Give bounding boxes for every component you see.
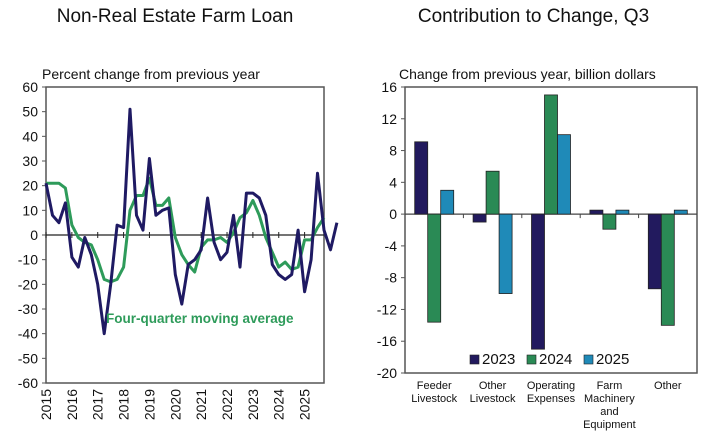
- bar-2025: [673, 209, 688, 215]
- bar-2023: [472, 213, 487, 223]
- y-tick-label: 40: [22, 128, 38, 144]
- y-tick-label: -20: [377, 365, 397, 381]
- x-tick-label: 2016: [64, 389, 80, 420]
- y-tick-label: -12: [377, 301, 397, 317]
- category-label: Other: [479, 380, 507, 392]
- y-tick-label: 20: [22, 178, 38, 194]
- x-tick-label: 2025: [297, 389, 313, 420]
- left-chart-title: Non-Real Estate Farm Loan: [56, 6, 294, 27]
- x-tick-label: 2017: [90, 389, 106, 420]
- bar-2025: [615, 209, 630, 215]
- x-tick-label: 2018: [116, 389, 132, 420]
- plot-frame: [404, 86, 698, 374]
- right-chart-subtitle: Change from previous year, billion dolla…: [399, 66, 656, 82]
- y-tick-label: 0: [30, 227, 38, 243]
- category-label: Livestock: [470, 393, 516, 405]
- y-tick-label: 8: [389, 143, 397, 159]
- y-tick-label: 12: [381, 111, 397, 127]
- y-tick-label: -20: [18, 276, 38, 292]
- y-tick-label: 50: [22, 104, 38, 120]
- bar-2024: [660, 213, 675, 326]
- moving-average-label: Four-quarter moving average: [106, 311, 294, 326]
- x-tick-label: 2019: [141, 389, 157, 420]
- bar-2024: [602, 213, 617, 230]
- y-tick-label: -50: [18, 350, 38, 366]
- y-tick-label: 60: [22, 79, 38, 95]
- category-label: Machinery: [584, 393, 635, 405]
- y-tick-label: -16: [377, 333, 397, 349]
- category-label: Other: [654, 380, 682, 392]
- x-tick-label: 2022: [219, 389, 235, 420]
- category-label: Expenses: [527, 393, 576, 405]
- bar-2024: [485, 170, 500, 215]
- bar-2023: [589, 209, 604, 215]
- x-tick-label: 2015: [38, 389, 54, 420]
- bar-2024: [427, 213, 442, 323]
- y-tick-label: 0: [389, 206, 397, 222]
- category-label: Equipment: [583, 419, 636, 431]
- category-label: Livestock: [411, 393, 457, 405]
- y-tick-label: 30: [22, 153, 38, 169]
- y-tick-label: -4: [385, 238, 398, 254]
- y-tick-label: 10: [22, 202, 38, 218]
- series-line-quarterly-percent-change: [44, 107, 339, 336]
- category-label: Feeder: [417, 380, 452, 392]
- bar-2024: [544, 94, 558, 215]
- y-tick-label: -40: [18, 326, 38, 342]
- legend-label-2025: 2025: [596, 351, 629, 368]
- series-line-four-quarter-moving-average: [46, 176, 326, 284]
- y-tick-label: 16: [381, 79, 397, 95]
- x-tick-label: 2024: [271, 389, 287, 420]
- legend-swatch-2025: [583, 354, 594, 365]
- legend-label-2024: 2024: [539, 351, 572, 368]
- x-tick-label: 2020: [167, 389, 183, 420]
- y-tick-label: -8: [385, 270, 398, 286]
- y-tick-label: 4: [389, 174, 397, 190]
- bar-2025: [557, 134, 571, 215]
- category-label: and: [600, 406, 618, 418]
- bar-2025: [440, 189, 455, 215]
- y-tick-label: -60: [18, 375, 38, 391]
- y-tick-label: -30: [18, 301, 38, 317]
- bar-2023: [531, 213, 545, 350]
- y-tick-label: -10: [18, 252, 38, 268]
- category-label: Farm: [597, 380, 623, 392]
- bar-2023: [414, 141, 429, 215]
- legend-swatch-2024: [526, 354, 537, 365]
- legend-swatch-2023: [469, 354, 480, 365]
- bar-2025: [498, 213, 513, 294]
- legend-label-2023: 2023: [482, 351, 515, 368]
- right-chart-title: Contribution to Change, Q3: [417, 6, 650, 27]
- left-chart-subtitle: Percent change from previous year: [42, 66, 260, 82]
- x-tick-label: 2023: [245, 389, 261, 420]
- x-tick-label: 2021: [193, 389, 209, 420]
- category-label: Operating: [527, 380, 575, 392]
- bar-2023: [647, 213, 662, 290]
